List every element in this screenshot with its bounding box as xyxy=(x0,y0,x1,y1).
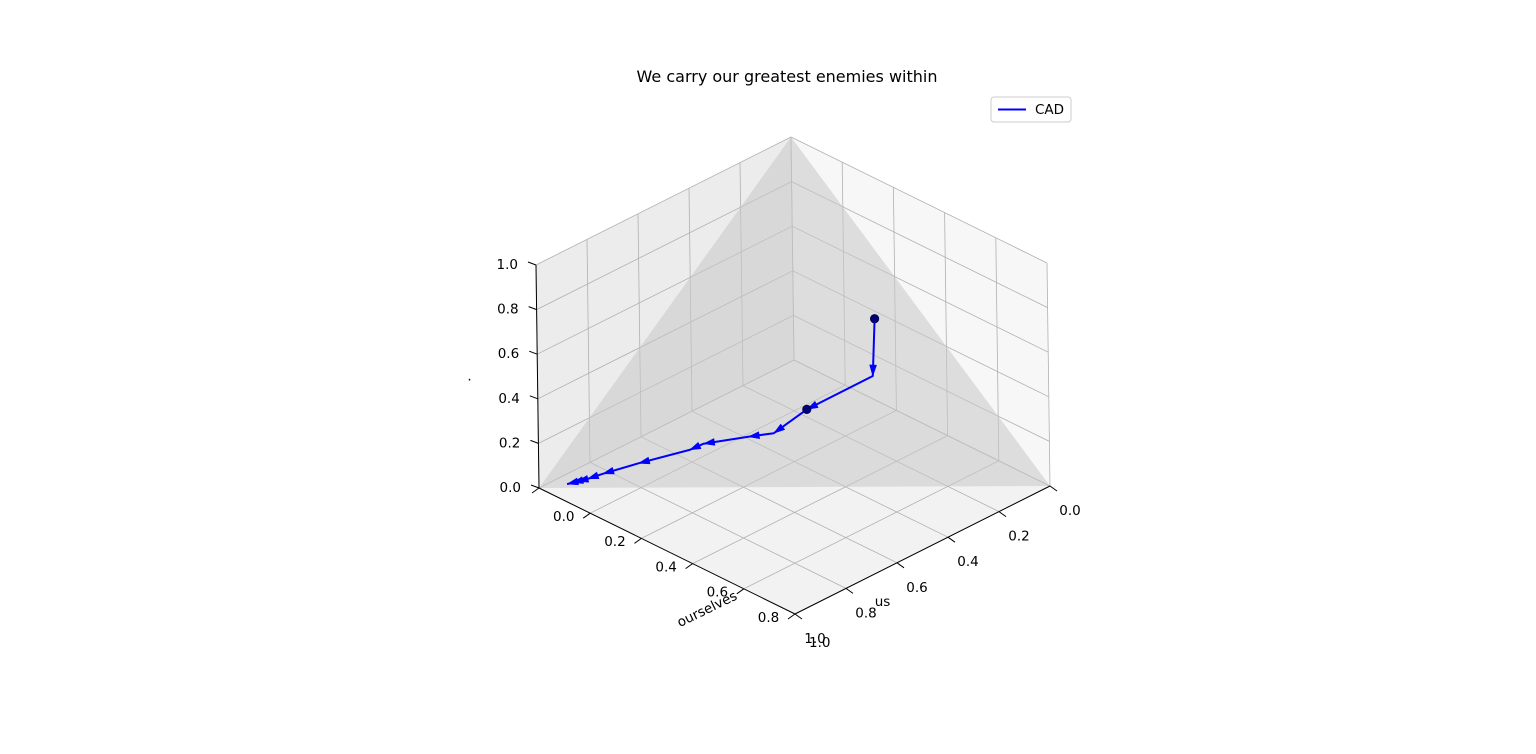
y-tick xyxy=(685,563,693,570)
grid-line xyxy=(1046,262,1051,487)
y-axis-line xyxy=(538,487,796,615)
x-tick-label: 0.2 xyxy=(1008,529,1029,545)
x-axis-label: us xyxy=(875,594,891,610)
x-tick xyxy=(947,536,956,543)
axis-lines xyxy=(535,264,1051,615)
data-series xyxy=(566,314,880,486)
x-tick-label: 0.0 xyxy=(1059,503,1080,519)
point-marker xyxy=(802,404,812,415)
x-tick xyxy=(845,587,854,594)
y-tick-label: 0.6 xyxy=(707,585,728,601)
direction-arrow xyxy=(688,441,702,451)
x-tick xyxy=(1049,485,1058,492)
direction-arrow xyxy=(566,477,579,486)
direction-arrow xyxy=(586,471,600,480)
z-tick xyxy=(530,484,540,489)
z-tick xyxy=(529,395,538,400)
y-tick xyxy=(787,613,796,620)
y-tick xyxy=(531,487,540,494)
direction-arrow xyxy=(702,438,716,446)
direction-arrow xyxy=(773,423,786,434)
x-tick xyxy=(794,613,803,620)
y-tick-label: 0.2 xyxy=(604,534,625,550)
y-tick-label: 0.8 xyxy=(758,610,779,626)
x-tick-label: 0.6 xyxy=(906,580,927,596)
grid-line xyxy=(535,136,792,266)
z-tick-label: 0.8 xyxy=(497,302,518,318)
direction-arrow xyxy=(637,456,651,465)
simplex-plane xyxy=(539,137,1050,488)
y-tick xyxy=(582,512,591,519)
x-tick-label: 0.4 xyxy=(957,554,978,570)
z-tick-label: 0.2 xyxy=(499,435,520,451)
y-tick-label: 0.0 xyxy=(553,509,574,525)
z-axis-line xyxy=(535,264,540,489)
z-tick-label: 0.4 xyxy=(498,391,519,407)
x-tick xyxy=(896,562,905,569)
z-tick-label: 0.0 xyxy=(500,480,521,496)
x-axis-line xyxy=(794,485,1051,615)
x-tick xyxy=(998,511,1007,518)
y-tick-label: 1.0 xyxy=(809,635,830,651)
z-tick xyxy=(529,350,538,355)
direction-arrow xyxy=(602,466,615,475)
legend-frame xyxy=(990,96,1072,123)
grid-line xyxy=(790,136,1048,264)
legend-label-cad: CAD xyxy=(1035,102,1064,118)
y-tick-label: 0.4 xyxy=(655,559,676,575)
z-tick-label: 0.6 xyxy=(498,346,519,362)
y-tick xyxy=(736,588,745,595)
x-tick-label: 0.8 xyxy=(855,605,876,621)
z-tick xyxy=(527,261,537,266)
chart-title: We carry our greatest enemies within xyxy=(637,67,938,86)
point-marker xyxy=(869,314,880,324)
z-tick xyxy=(528,306,537,311)
direction-arrow xyxy=(869,364,877,377)
legend: CAD xyxy=(990,96,1072,123)
x-tick-label: 1.0 xyxy=(804,631,825,647)
z-tick xyxy=(530,439,539,444)
direction-arrow xyxy=(747,431,760,440)
z-tick-label: 1.0 xyxy=(497,257,518,273)
z-axis-label: . xyxy=(467,369,471,385)
tick-marks: 0.0 0.0 0.0 0.2 0.2 0.2 0.4 0.4 0.4 0.6 0.6 0.6 0.8 0… xyxy=(497,257,1081,651)
y-tick xyxy=(634,537,642,544)
simplex-triangle xyxy=(539,137,1050,488)
